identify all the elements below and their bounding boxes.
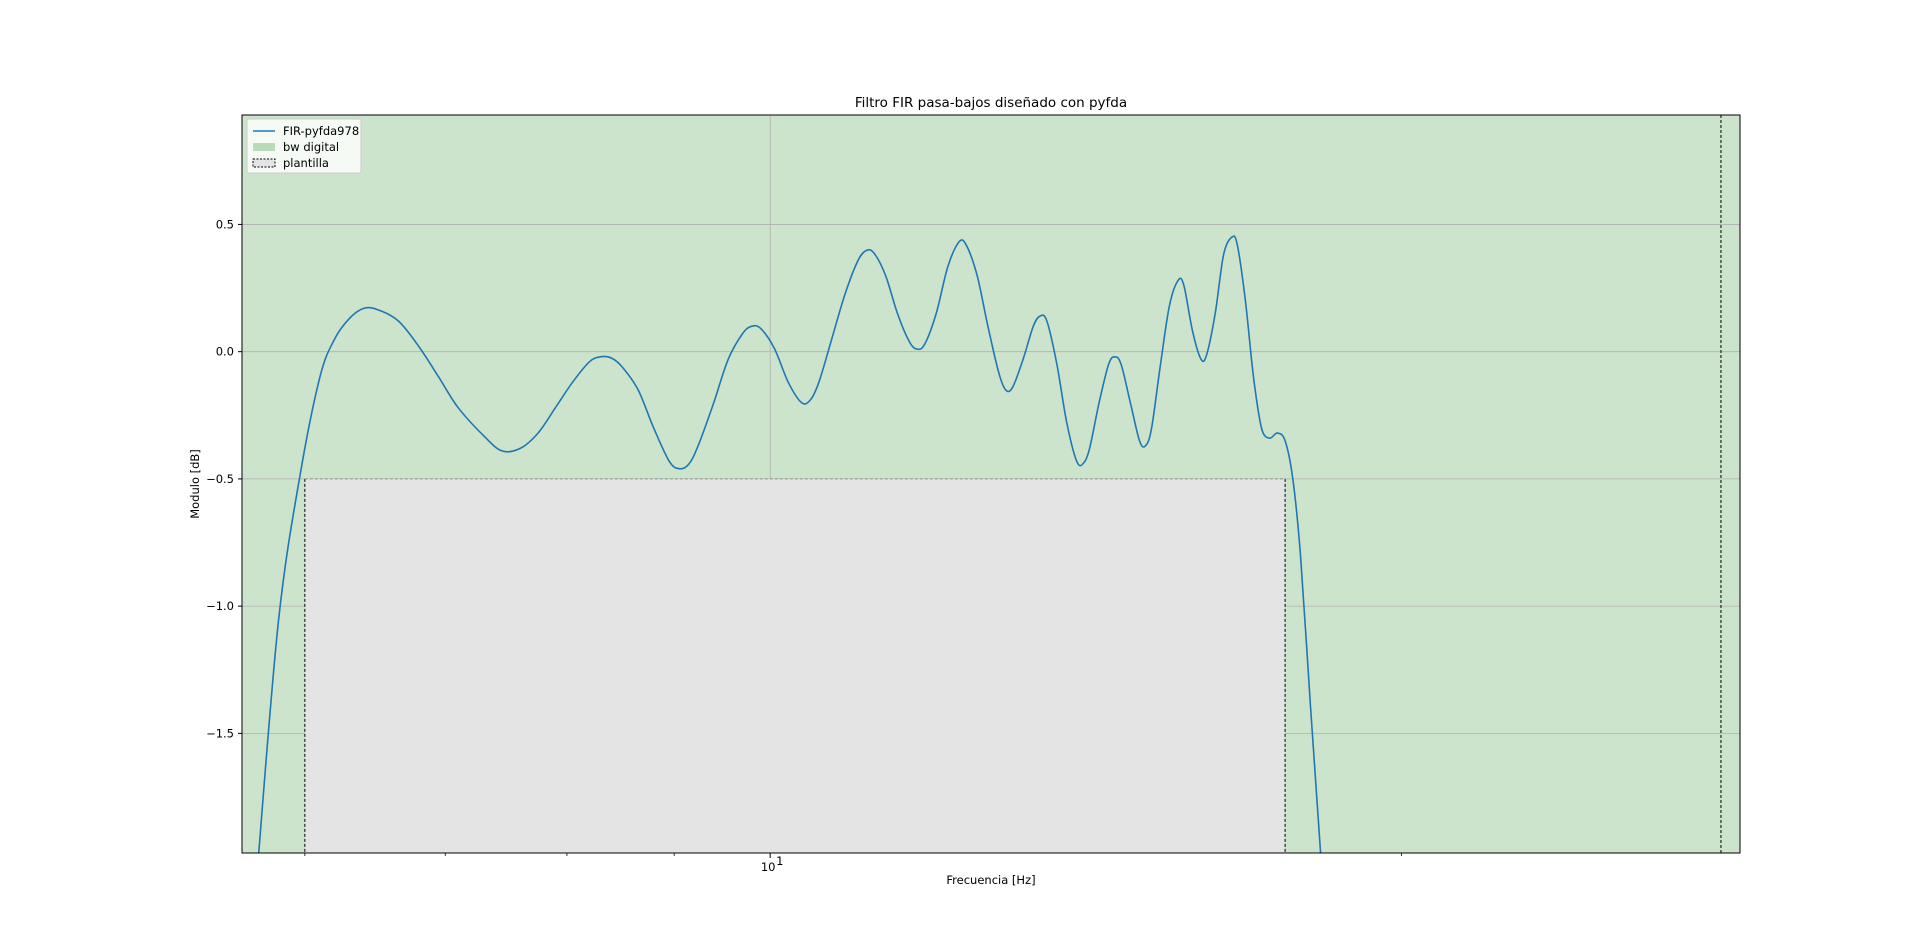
y-tick-label: −1.5 [206,726,234,740]
series-layer [257,235,1322,853]
x-tick-label: 10 [761,860,776,874]
legend: FIR-pyfda978 bw digital plantilla [246,118,362,174]
y-axis-label: Modulo [dB] [188,449,202,519]
y-tick-label: −1.0 [206,599,234,613]
chart-title: Filtro FIR pasa-bajos diseñado con pyfda [855,95,1127,111]
x-tick-exponent: 1 [776,854,783,868]
axes-layer: 0.5 0.0 −0.5 −1.0 −1.5 10 1 [206,114,1741,874]
y-tick-label: 0.0 [216,345,234,359]
plot-frame [241,114,1741,854]
legend-label: plantilla [283,156,329,170]
legend-label: FIR-pyfda978 [283,124,359,138]
legend-label: bw digital [283,140,339,154]
band-plantilla [304,478,1286,853]
x-axis-label: Frecuencia [Hz] [946,873,1035,887]
series-line [257,235,1322,853]
legend-swatch-dashed [252,158,276,168]
template-layer [304,115,1722,853]
y-tick-label: −0.5 [206,472,234,486]
y-tick-label: 0.5 [216,217,234,231]
legend-swatch-patch [253,143,275,151]
